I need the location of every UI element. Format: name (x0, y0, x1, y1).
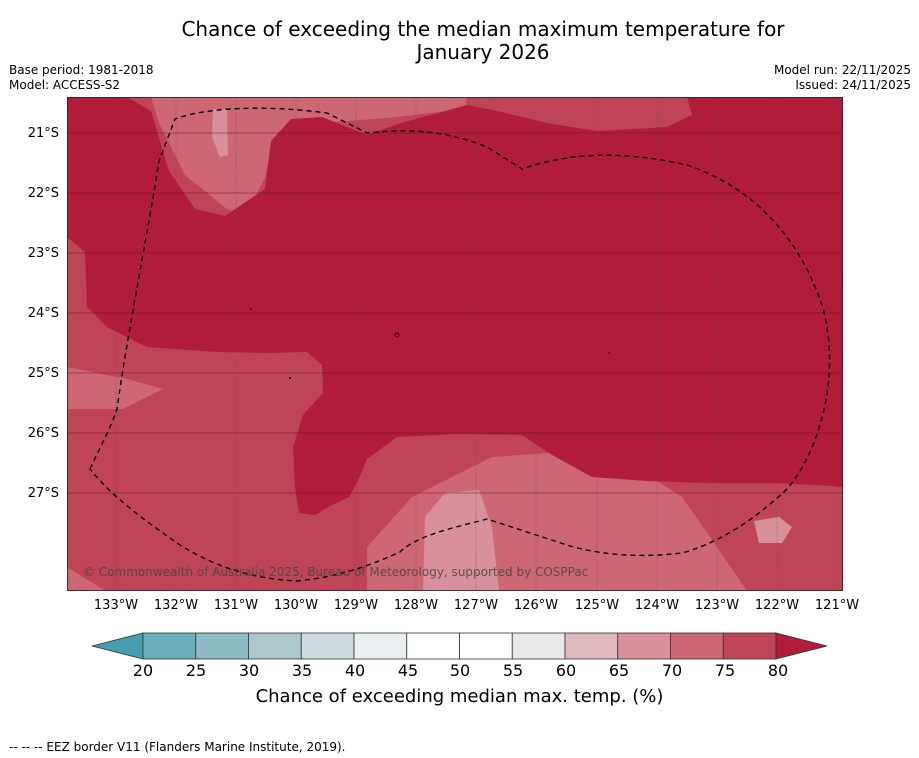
colorbar-tick-75: 75 (714, 661, 736, 680)
speck-1 (394, 332, 400, 338)
eez-border (89, 107, 831, 582)
lat-label-25s: 25°S (27, 366, 59, 381)
colorbar-tick-45: 45 (397, 661, 419, 680)
title-line-2: January 2026 (416, 40, 550, 64)
lon-label-126w: 126°W (513, 598, 559, 613)
title-line-1: Chance of exceeding the median maximum t… (181, 17, 785, 41)
colorbar-tick-30: 30 (238, 661, 260, 680)
probability-map (67, 97, 843, 591)
colorbar-segment (353, 632, 408, 660)
colorbar-tick-80: 80 (767, 661, 789, 680)
lon-label-133w: 133°W (93, 598, 139, 613)
band-60-65-east (754, 517, 792, 543)
speck-3 (250, 308, 252, 310)
colorbar-over-arrow (775, 632, 828, 660)
lon-label-124w: 124°W (634, 598, 680, 613)
issued-date: Issued: 24/11/2025 (795, 78, 911, 92)
colorbar-segment (670, 632, 724, 660)
colorbar-segment (142, 632, 197, 660)
base-period: Base period: 1981-2018 (9, 63, 154, 77)
colorbar-tick-60: 60 (555, 661, 577, 680)
copyright-notice: © Commonwealth of Australia 2025, Bureau… (83, 565, 589, 579)
meta-right: Model run: 22/11/2025 Issued: 24/11/2025 (774, 63, 911, 93)
colorbar-tick-25: 25 (185, 661, 207, 680)
lat-label-22s: 22°S (27, 186, 59, 201)
colorbar-tick-40: 40 (344, 661, 366, 680)
colorbar-tick-55: 55 (502, 661, 524, 680)
lat-label-26s: 26°S (27, 426, 59, 441)
colorbar (91, 632, 828, 660)
lat-label-23s: 23°S (27, 246, 59, 261)
lat-label-27s: 27°S (27, 486, 59, 501)
colorbar-segment (406, 632, 460, 660)
colorbar-tick-35: 35 (291, 661, 313, 680)
colorbar-tick-50: 50 (449, 661, 471, 680)
band-75-80-main (67, 97, 843, 515)
colorbar-segment (511, 632, 566, 660)
colorbar-tick-65: 65 (608, 661, 630, 680)
colorbar-segment (722, 632, 777, 660)
lon-label-127w: 127°W (453, 598, 499, 613)
model-run: Model run: 22/11/2025 (773, 63, 911, 77)
meta-left: Base period: 1981-2018 Model: ACCESS-S2 (9, 63, 154, 93)
colorbar-segment (617, 632, 671, 660)
colorbar-segment (248, 632, 302, 660)
lon-label-125w: 125°W (574, 598, 620, 613)
speck-4 (608, 352, 610, 354)
lon-label-132w: 132°W (153, 598, 199, 613)
colorbar-segment (300, 632, 355, 660)
lat-label-24s: 24°S (27, 306, 59, 321)
colorbar-tick-70: 70 (661, 661, 683, 680)
lat-label-21s: 21°S (27, 126, 59, 141)
lon-label-129w: 129°W (333, 598, 379, 613)
band-65-70-north (127, 97, 467, 215)
lon-label-128w: 128°W (393, 598, 439, 613)
lon-label-130w: 130°W (273, 598, 319, 613)
map-title: Chance of exceeding the median maximum t… (0, 18, 919, 64)
lon-label-123w: 123°W (694, 598, 740, 613)
model-name: Model: ACCESS-S2 (9, 78, 121, 92)
lon-label-122w: 122°W (754, 598, 800, 613)
colorbar-segment (195, 632, 249, 660)
colorbar-segment (564, 632, 619, 660)
lon-label-121w: 121°W (814, 598, 860, 613)
band-65-70-west (67, 367, 163, 409)
colorbar-under-arrow (91, 632, 144, 660)
colorbar-title: Chance of exceeding median max. temp. (%… (255, 686, 664, 707)
eez-footnote: -- -- -- EEZ border V11 (Flanders Marine… (9, 740, 346, 754)
band-60-65-south (423, 490, 499, 591)
colorbar-segment (459, 632, 513, 660)
speck-2 (289, 377, 291, 379)
colorbar-tick-20: 20 (132, 661, 154, 680)
lon-label-131w: 131°W (213, 598, 259, 613)
